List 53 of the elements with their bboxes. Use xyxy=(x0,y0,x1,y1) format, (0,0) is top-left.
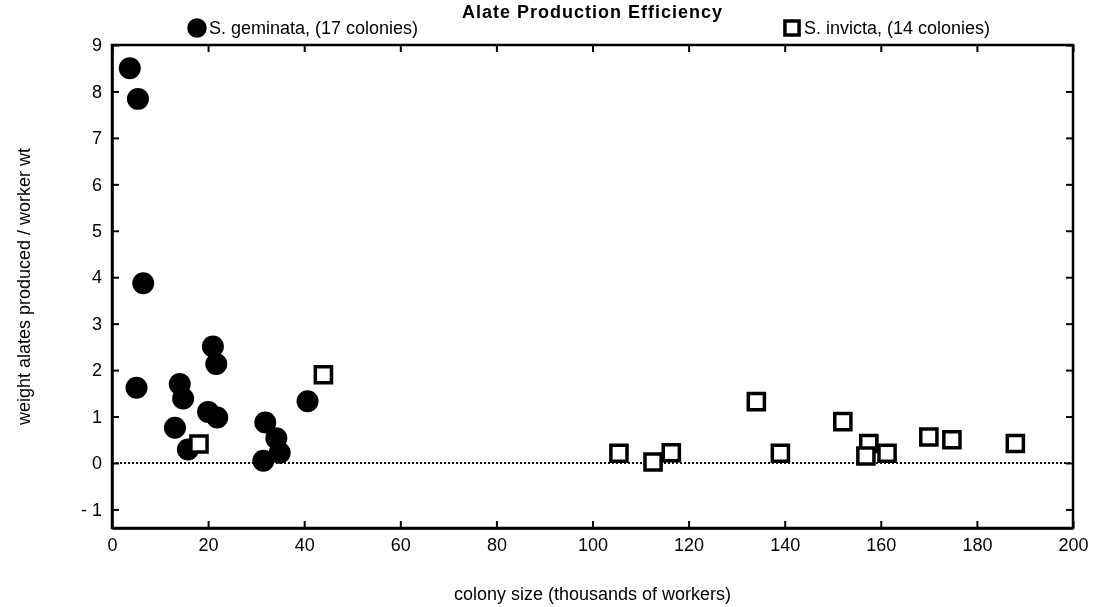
point xyxy=(919,427,939,447)
x-tick-label: 180 xyxy=(962,534,993,555)
y-tick-label: 9 xyxy=(91,35,102,56)
point xyxy=(163,416,186,439)
point xyxy=(132,272,155,295)
y-tick-label: 0 xyxy=(91,453,102,474)
point xyxy=(268,441,291,464)
point xyxy=(877,443,897,464)
legend-label: S. geminata, (17 colonies) xyxy=(209,18,419,38)
point xyxy=(661,442,682,463)
x-tick-label: 140 xyxy=(770,534,801,555)
point xyxy=(172,387,195,410)
y-tick-label: 5 xyxy=(91,221,102,242)
point xyxy=(833,411,853,432)
point xyxy=(189,434,209,454)
point xyxy=(252,449,275,472)
y-tick-label: 8 xyxy=(91,81,102,102)
point xyxy=(746,391,767,412)
x-axis-title: colony size (thousands of workers) xyxy=(453,584,732,604)
point xyxy=(201,335,224,358)
chart-title: Alate Production Efficiency xyxy=(461,2,724,22)
point xyxy=(770,443,791,464)
point xyxy=(313,364,334,385)
point xyxy=(296,390,319,413)
y-axis-title: weight alates produced / worker wt xyxy=(14,147,34,427)
x-tick-label: 0 xyxy=(107,534,118,555)
x-tick-label: 20 xyxy=(198,534,219,555)
point xyxy=(205,353,228,376)
y-tick-label: 6 xyxy=(91,174,102,195)
point xyxy=(942,429,962,450)
y-tick-label: - 1 xyxy=(80,499,102,520)
point xyxy=(118,57,141,80)
point xyxy=(126,87,149,110)
x-tick-label: 120 xyxy=(674,534,705,555)
y-tick-label: 7 xyxy=(91,128,102,149)
point xyxy=(1005,433,1026,454)
point xyxy=(856,446,876,466)
x-tick-label: 200 xyxy=(1058,534,1089,555)
x-tick-label: 40 xyxy=(294,534,315,555)
x-tick-label: 80 xyxy=(486,534,507,555)
point xyxy=(609,443,629,464)
y-tick-label: 1 xyxy=(91,406,102,427)
point xyxy=(643,452,663,472)
x-tick-label: 60 xyxy=(390,534,411,555)
point xyxy=(206,406,229,429)
point xyxy=(125,376,148,399)
legend-label: S. invicta, (14 colonies) xyxy=(804,18,991,38)
point xyxy=(254,411,277,434)
y-tick-label: 4 xyxy=(91,267,102,288)
y-tick-label: 2 xyxy=(91,360,102,381)
x-tick-label: 100 xyxy=(577,534,609,555)
y-tick-label: 3 xyxy=(91,313,102,334)
x-tick-label: 160 xyxy=(866,534,897,555)
